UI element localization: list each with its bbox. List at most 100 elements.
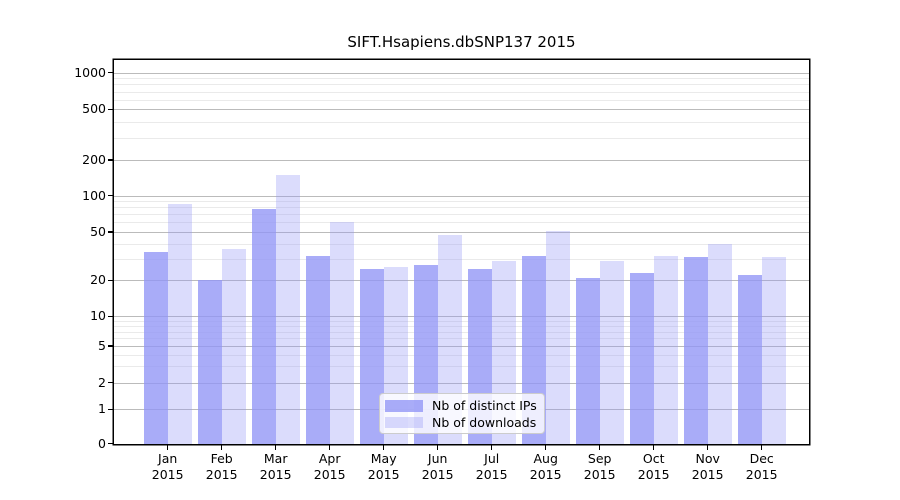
bar-downloads-jan	[167, 204, 192, 444]
x-tick-month: Dec	[749, 451, 774, 466]
major-gridline	[114, 109, 809, 111]
y-tick-mark	[108, 381, 114, 384]
y-tick-label: 0	[98, 435, 106, 451]
y-tick-mark	[108, 279, 114, 282]
x-tick-mark	[328, 444, 331, 450]
bar-downloads-apr	[329, 222, 354, 444]
major-gridline	[114, 316, 809, 318]
minor-gridline	[114, 331, 809, 333]
x-tick-year: 2015	[367, 466, 400, 482]
y-tick-label: 100	[82, 187, 106, 203]
y-tick-label: 2	[98, 374, 106, 390]
y-tick-mark	[108, 231, 114, 233]
x-tick-year: 2015	[745, 466, 778, 482]
y-tick-mark	[108, 315, 114, 318]
bar-distinct-ips-dec	[737, 275, 762, 444]
major-gridline	[114, 346, 809, 347]
minor-gridline	[114, 366, 809, 368]
y-tick-mark	[108, 345, 114, 347]
y-tick-mark	[108, 108, 114, 111]
bar-distinct-ips-oct	[629, 273, 654, 444]
x-tick-mark	[436, 444, 439, 450]
x-tick-label: Apr 2015	[302, 451, 358, 482]
bar-downloads-nov	[707, 243, 732, 444]
major-gridline	[114, 231, 809, 233]
bar-distinct-ips-apr	[305, 255, 330, 444]
y-tick-label: 50	[90, 223, 106, 239]
bar-downloads-oct	[653, 255, 678, 444]
x-tick-mark	[274, 444, 277, 450]
bar-downloads-feb	[221, 249, 246, 444]
x-tick-mark	[706, 444, 709, 450]
minor-gridline	[114, 259, 809, 261]
x-tick-mark	[544, 444, 547, 450]
y-tick-mark	[108, 442, 114, 445]
major-gridline	[114, 280, 809, 282]
x-tick-year: 2015	[259, 466, 292, 482]
x-tick-year: 2015	[529, 466, 562, 482]
major-gridline	[114, 72, 809, 74]
y-tick-label: 1000	[74, 64, 106, 80]
x-tick-month: Jan	[158, 451, 178, 466]
x-tick-year: 2015	[637, 466, 670, 482]
x-tick-year: 2015	[583, 466, 616, 482]
x-tick-mark	[598, 444, 601, 450]
y-tick-mark	[108, 71, 114, 74]
y-tick-label: 20	[90, 272, 106, 288]
minor-gridline	[114, 84, 809, 86]
minor-gridline	[114, 338, 809, 340]
minor-gridline	[114, 78, 809, 80]
x-tick-label: Mar 2015	[248, 451, 304, 482]
minor-gridline	[114, 243, 809, 245]
major-gridline	[114, 159, 809, 161]
bar-downloads-sep	[599, 260, 624, 444]
bar-downloads-aug	[545, 230, 570, 444]
x-tick-month: Apr	[318, 451, 341, 466]
minor-gridline	[114, 137, 809, 139]
x-tick-month: Sep	[587, 451, 612, 466]
bar-distinct-ips-feb	[197, 280, 222, 444]
y-tick-mark	[108, 159, 114, 161]
x-tick-label: Jul 2015	[464, 451, 520, 482]
x-tick-mark	[652, 444, 655, 450]
minor-gridline	[114, 121, 809, 123]
bar-distinct-ips-sep	[575, 277, 600, 444]
x-tick-year: 2015	[421, 466, 454, 482]
x-tick-year: 2015	[691, 466, 724, 482]
legend-label-distinct-ips: Nb of distinct IPs	[432, 398, 537, 414]
y-tick-label: 1	[98, 401, 106, 417]
x-tick-label: Dec 2015	[734, 451, 790, 482]
x-tick-month: Jun	[427, 451, 448, 466]
x-tick-label: Feb 2015	[194, 451, 250, 482]
x-tick-year: 2015	[313, 466, 346, 482]
x-tick-mark	[220, 444, 223, 450]
major-gridline	[114, 195, 809, 197]
minor-gridline	[114, 99, 809, 101]
legend-label-downloads: Nb of downloads	[432, 414, 537, 430]
x-tick-year: 2015	[151, 466, 184, 482]
plot-area	[114, 60, 809, 444]
minor-gridline	[114, 91, 809, 93]
x-tick-month: Aug	[533, 451, 558, 466]
legend: Nb of distinct IPs Nb of downloads	[379, 392, 545, 434]
x-tick-label: Sep 2015	[572, 451, 628, 482]
x-tick-label: May 2015	[356, 451, 412, 482]
minor-gridline	[114, 320, 809, 322]
x-tick-month: Mar	[263, 451, 288, 466]
x-tick-mark	[760, 444, 763, 450]
y-tick-label: 200	[82, 151, 106, 167]
bar-distinct-ips-mar	[251, 208, 276, 444]
y-tick-mark	[108, 194, 114, 197]
x-tick-label: Nov 2015	[680, 451, 736, 482]
x-tick-month: Oct	[642, 451, 665, 466]
x-tick-label: Aug 2015	[518, 451, 574, 482]
y-tick-mark	[108, 408, 114, 411]
minor-gridline	[114, 201, 809, 203]
x-tick-mark	[490, 444, 493, 450]
bar-downloads-mar	[275, 174, 300, 444]
minor-gridline	[114, 325, 809, 327]
x-tick-month: Feb	[210, 451, 233, 466]
x-tick-year: 2015	[205, 466, 238, 482]
major-gridline	[114, 382, 809, 384]
